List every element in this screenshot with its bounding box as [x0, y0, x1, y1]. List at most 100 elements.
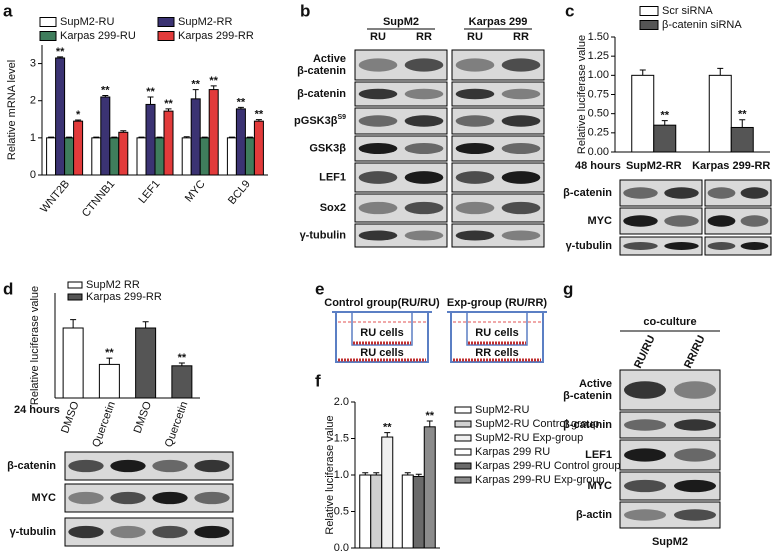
band	[501, 143, 541, 154]
y-tick-label: 2.0	[334, 396, 349, 408]
bottom-label: RU cells	[360, 347, 403, 359]
significance-label: **	[164, 98, 173, 110]
bar	[401, 474, 414, 549]
row-label: GSK3β	[309, 142, 346, 154]
insert-label: RU cells	[360, 327, 403, 339]
bar	[145, 103, 156, 176]
bar	[730, 126, 754, 153]
error-bar	[66, 136, 73, 138]
error-bar	[717, 67, 724, 76]
y-tick-label: 3	[30, 57, 36, 69]
band	[740, 242, 769, 250]
lane-label: RU	[467, 31, 483, 43]
row-label: γ-tubulin	[10, 526, 57, 538]
x-tick-label: DMSO	[132, 399, 155, 435]
panel-letter: b	[300, 1, 310, 20]
y-axis-label: Relative luciferase value	[576, 35, 588, 154]
bar	[412, 475, 425, 549]
significance-label: **	[738, 109, 747, 121]
group-label: SupM2	[383, 16, 419, 28]
row-label: Active	[313, 53, 346, 65]
band	[455, 143, 495, 154]
error-bar	[57, 56, 64, 58]
bar	[208, 89, 219, 176]
bar	[136, 137, 147, 176]
legend-label: Karpas 299-RU Control group	[475, 460, 621, 472]
y-tick-label: 1.00	[588, 69, 609, 81]
band	[455, 230, 495, 241]
band	[455, 58, 495, 72]
band	[707, 215, 736, 227]
significance-label: **	[209, 75, 218, 87]
band	[664, 215, 699, 227]
band	[624, 509, 666, 521]
lane-label: RR	[416, 31, 432, 43]
error-bar	[111, 136, 118, 138]
error-bar	[106, 357, 113, 365]
band	[455, 115, 495, 127]
row-label: β-catenin	[563, 390, 612, 402]
band	[68, 491, 104, 505]
band	[152, 459, 188, 473]
error-bar	[147, 96, 154, 105]
legend-label: SupM2-RU	[475, 404, 529, 416]
band	[664, 242, 699, 250]
band	[707, 242, 736, 250]
significance-label: **	[255, 109, 264, 121]
legend-swatch	[157, 17, 175, 27]
y-axis-label: Relative luciferase value	[324, 415, 336, 534]
y-axis-label: Relative mRNA level	[6, 60, 18, 160]
well-outline	[447, 311, 547, 363]
legend-label: β-catenin siRNA	[662, 19, 742, 31]
legend-swatch	[454, 434, 472, 442]
row-label: β-catenin	[297, 88, 346, 100]
error-bar	[384, 432, 391, 438]
x-tick-label: LEF1	[136, 178, 162, 206]
bar	[244, 137, 255, 176]
time-label: 48 hours	[575, 160, 621, 172]
error-bar	[426, 420, 433, 427]
y-axis-label: Relative luciferase value	[29, 286, 41, 405]
error-bar	[93, 136, 100, 138]
band	[404, 230, 444, 241]
error-bar	[237, 106, 244, 109]
row-label: β-catenin	[563, 419, 612, 431]
bar	[163, 110, 174, 176]
error-bar	[183, 136, 190, 138]
band	[707, 187, 736, 199]
legend-swatch	[639, 6, 659, 16]
band	[624, 419, 666, 431]
lane-label: RU	[370, 31, 386, 43]
bar	[235, 108, 246, 176]
lane-label: RR	[513, 31, 529, 43]
y-tick-label: 2	[30, 95, 36, 107]
band	[404, 58, 444, 72]
x-tick-label: Karpas 299-RR	[692, 160, 770, 172]
legend-swatch	[454, 476, 472, 484]
error-bar	[192, 89, 199, 99]
bar	[55, 57, 66, 176]
insert-outline	[466, 312, 528, 346]
row-label-text: pGSK3β	[294, 115, 338, 127]
row-label: γ-tubulin	[566, 240, 613, 252]
legend-swatch	[39, 17, 57, 27]
bar	[708, 74, 732, 153]
bar	[370, 474, 383, 549]
row-label: LEF1	[585, 449, 612, 461]
row-label: Sox2	[320, 202, 346, 214]
significance-label: *	[76, 109, 81, 121]
band	[358, 201, 398, 215]
legend-swatch	[639, 20, 659, 30]
significance-label: **	[425, 410, 434, 422]
legend-label: SupM2 RR	[86, 279, 140, 291]
band	[623, 187, 658, 199]
bar	[46, 137, 57, 176]
bottom-label: RR cells	[475, 347, 518, 359]
error-bar	[75, 119, 82, 122]
panel-letter: a	[3, 1, 13, 20]
band	[501, 201, 541, 215]
bar	[226, 137, 237, 176]
legend-label: Karpas 299-RR	[86, 291, 162, 303]
error-bar	[246, 136, 253, 138]
group-label: Karpas 299	[469, 16, 528, 28]
